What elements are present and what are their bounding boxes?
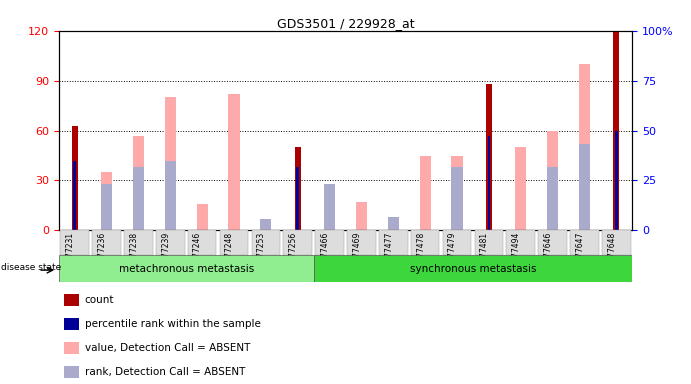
Bar [515,147,527,230]
FancyBboxPatch shape [507,230,535,255]
Bar [164,161,176,230]
FancyBboxPatch shape [156,230,184,255]
FancyBboxPatch shape [92,230,121,255]
Text: value, Detection Call = ABSENT: value, Detection Call = ABSENT [84,343,250,353]
Text: GSM277478: GSM277478 [416,232,425,278]
Text: GSM277466: GSM277466 [321,232,330,278]
Bar [164,97,176,230]
Text: GSM277479: GSM277479 [448,232,457,278]
FancyBboxPatch shape [411,230,439,255]
FancyBboxPatch shape [60,230,89,255]
Text: GSM277239: GSM277239 [161,232,170,278]
Bar [294,147,301,230]
Text: disease state: disease state [1,263,61,272]
Bar [451,156,462,230]
FancyBboxPatch shape [188,230,216,255]
Bar [547,131,558,230]
FancyBboxPatch shape [570,230,599,255]
Text: GSM277648: GSM277648 [607,232,616,278]
Text: GSM277236: GSM277236 [97,232,106,278]
Text: GSM277248: GSM277248 [225,232,234,278]
Text: GSM277246: GSM277246 [193,232,202,278]
FancyBboxPatch shape [379,230,408,255]
Text: count: count [84,295,114,305]
Bar [388,217,399,230]
Bar [488,136,490,230]
Text: metachronous metastasis: metachronous metastasis [119,264,254,274]
FancyBboxPatch shape [475,230,503,255]
Text: GSM277469: GSM277469 [352,232,361,278]
Bar [64,318,79,330]
Bar [229,94,240,230]
FancyBboxPatch shape [443,230,471,255]
FancyBboxPatch shape [124,230,153,255]
FancyBboxPatch shape [347,230,376,255]
FancyBboxPatch shape [283,230,312,255]
FancyBboxPatch shape [538,230,567,255]
Text: GSM277238: GSM277238 [129,232,138,278]
Text: GSM277481: GSM277481 [480,232,489,278]
Bar [314,255,632,282]
Text: GSM277494: GSM277494 [512,232,521,278]
Bar [133,136,144,230]
Bar [72,126,77,230]
Text: rank, Detection Call = ABSENT: rank, Detection Call = ABSENT [84,367,245,377]
Bar [133,167,144,230]
Bar [64,294,79,306]
Title: GDS3501 / 229928_at: GDS3501 / 229928_at [276,17,415,30]
Bar [261,219,272,230]
Bar [356,202,367,230]
Bar [324,184,335,230]
Bar [547,167,558,230]
Bar [101,184,112,230]
Bar [579,64,590,230]
Bar [615,131,618,230]
Bar [579,144,590,230]
Bar [614,31,619,230]
Bar [486,84,492,230]
Text: GSM277253: GSM277253 [257,232,266,278]
Bar [73,161,76,230]
Bar [196,204,208,230]
FancyBboxPatch shape [220,230,248,255]
Bar [419,156,430,230]
Text: GSM277647: GSM277647 [576,232,585,278]
FancyBboxPatch shape [252,230,280,255]
Bar [388,220,399,230]
Text: GSM277477: GSM277477 [384,232,393,278]
Text: GSM277231: GSM277231 [66,232,75,278]
Bar [296,167,299,230]
Text: synchronous metastasis: synchronous metastasis [410,264,536,274]
FancyBboxPatch shape [315,230,344,255]
Text: percentile rank within the sample: percentile rank within the sample [84,319,261,329]
FancyBboxPatch shape [602,230,631,255]
Bar [59,255,314,282]
Bar [64,342,79,354]
Bar [64,366,79,378]
Bar [451,167,462,230]
Text: GSM277256: GSM277256 [289,232,298,278]
Bar [101,172,112,230]
Text: GSM277646: GSM277646 [544,232,553,278]
